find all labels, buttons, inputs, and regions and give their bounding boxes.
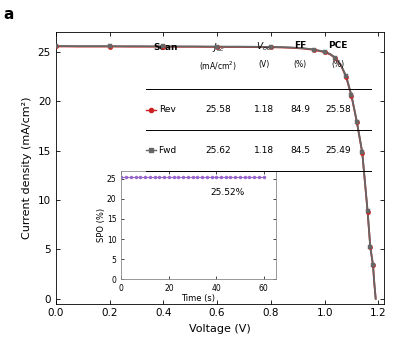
Text: a: a <box>3 6 14 21</box>
Text: 25.49: 25.49 <box>325 146 351 155</box>
Text: (%): (%) <box>331 60 344 69</box>
Text: 1.18: 1.18 <box>254 146 274 155</box>
X-axis label: Voltage (V): Voltage (V) <box>189 324 251 334</box>
Text: Rev: Rev <box>159 105 176 114</box>
Text: 84.9: 84.9 <box>290 105 310 114</box>
Y-axis label: Current density (mA/cm²): Current density (mA/cm²) <box>22 97 32 239</box>
Text: Scan: Scan <box>153 43 178 52</box>
Text: (mA/cm$^2$): (mA/cm$^2$) <box>199 60 237 73</box>
Text: 25.62: 25.62 <box>205 146 231 155</box>
Text: $J_{sc}$: $J_{sc}$ <box>212 41 225 54</box>
Text: $V_{oc}$: $V_{oc}$ <box>256 41 272 53</box>
Text: PCE: PCE <box>328 41 348 49</box>
Text: 25.58: 25.58 <box>325 105 351 114</box>
Text: Fwd: Fwd <box>158 146 177 155</box>
Text: (%): (%) <box>294 60 307 69</box>
Text: (V): (V) <box>258 60 269 69</box>
Text: 1.18: 1.18 <box>254 105 274 114</box>
Text: FF: FF <box>294 41 306 49</box>
Text: 84.5: 84.5 <box>290 146 310 155</box>
Text: 25.58: 25.58 <box>205 105 231 114</box>
